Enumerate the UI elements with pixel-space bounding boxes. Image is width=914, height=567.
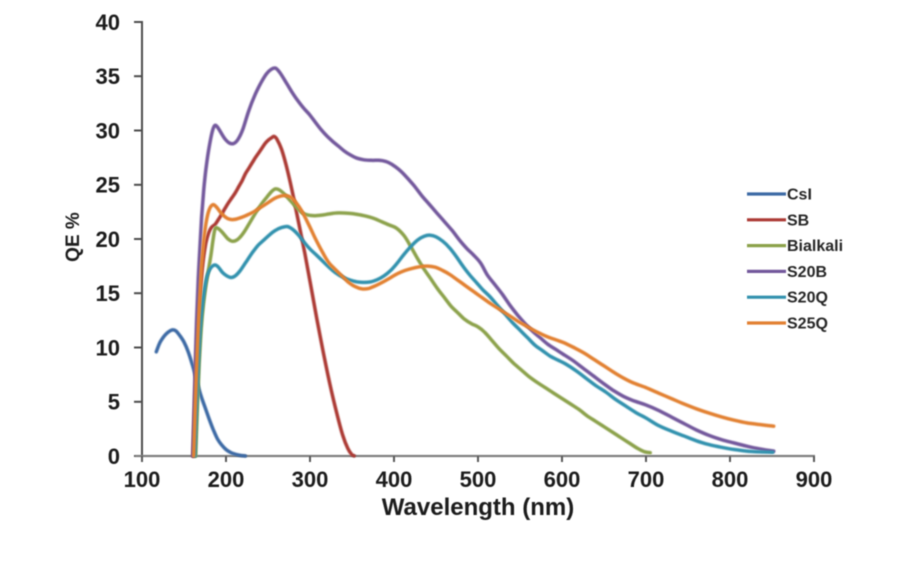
svg-text:30: 30 <box>96 118 120 143</box>
svg-text:40: 40 <box>96 10 120 35</box>
svg-text:0: 0 <box>108 444 120 469</box>
svg-text:800: 800 <box>712 467 749 492</box>
svg-text:400: 400 <box>376 467 413 492</box>
svg-text:700: 700 <box>628 467 665 492</box>
svg-text:Wavelength (nm): Wavelength (nm) <box>382 494 574 521</box>
svg-text:Bialkali: Bialkali <box>787 238 843 255</box>
svg-text:5: 5 <box>108 390 120 415</box>
svg-text:900: 900 <box>796 467 833 492</box>
svg-text:S20Q: S20Q <box>787 290 828 307</box>
svg-text:S20B: S20B <box>787 264 827 281</box>
svg-text:QE %: QE % <box>63 212 84 262</box>
svg-text:15: 15 <box>96 281 120 306</box>
svg-text:300: 300 <box>292 467 329 492</box>
svg-text:25: 25 <box>96 173 120 198</box>
svg-text:20: 20 <box>96 227 120 252</box>
svg-text:600: 600 <box>544 467 581 492</box>
svg-text:100: 100 <box>124 467 161 492</box>
svg-text:10: 10 <box>96 335 120 360</box>
svg-text:CsI: CsI <box>787 187 812 204</box>
svg-text:35: 35 <box>96 64 120 89</box>
svg-text:S25Q: S25Q <box>787 316 828 333</box>
svg-text:SB: SB <box>787 212 809 229</box>
svg-text:500: 500 <box>460 467 497 492</box>
svg-text:200: 200 <box>208 467 245 492</box>
